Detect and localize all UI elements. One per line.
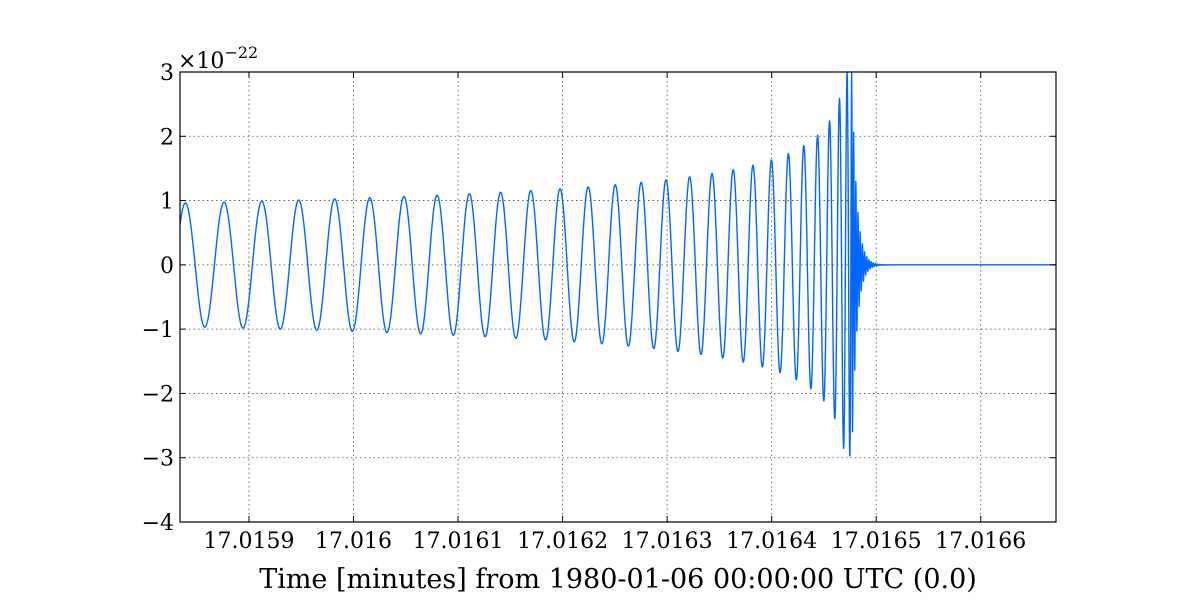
x-axis-label: Time [minutes] from 1980-01-06 00:00:00 … xyxy=(259,564,977,595)
x-tick-label: 17.0162 xyxy=(517,529,608,554)
plot-frame xyxy=(179,71,1057,523)
y-tick-label: 2 xyxy=(160,125,174,150)
x-tick-label: 17.0163 xyxy=(622,529,713,554)
y-tick-label: 0 xyxy=(160,254,174,279)
x-tick-label: 17.0161 xyxy=(413,529,504,554)
series-line xyxy=(179,71,1057,457)
x-tick-label: 17.0159 xyxy=(204,529,295,554)
y-tick-label: 1 xyxy=(160,190,174,215)
tick-labels: 17.0159 17.016 17.0161 17.0162 17.0163 17.016… xyxy=(142,61,1027,554)
y-tick-label: −2 xyxy=(142,382,174,407)
x-tick-label: 17.0166 xyxy=(935,529,1026,554)
series-layer xyxy=(179,71,1057,457)
y-exponent-label: ×10−22 xyxy=(178,43,258,74)
y-tick-label: −1 xyxy=(142,318,174,343)
ticks xyxy=(180,71,1056,523)
x-tick-label: 17.0164 xyxy=(726,529,817,554)
y-tick-label: 3 xyxy=(160,61,174,86)
x-tick-label: 17.016 xyxy=(315,529,392,554)
grid xyxy=(180,72,1056,522)
y-tick-label: −3 xyxy=(142,447,174,472)
x-tick-label: 17.0165 xyxy=(831,529,922,554)
y-tick-label: −4 xyxy=(142,511,174,536)
